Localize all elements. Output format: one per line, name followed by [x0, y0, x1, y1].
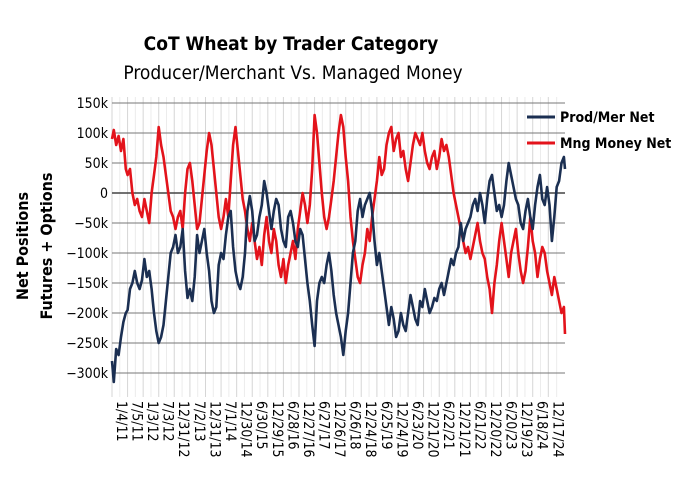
x-tick-label: 12/17/24 — [549, 401, 565, 458]
x-tick-label: 12/24/18 — [362, 401, 378, 458]
y-tick-label: −250k — [66, 336, 109, 352]
x-tick-label: 6/20/23 — [503, 401, 519, 450]
series-line-1 — [110, 113, 567, 335]
y-tick-label: −100k — [66, 246, 109, 262]
x-tick-label: 12/19/23 — [518, 401, 534, 458]
x-tick-label: 12/31/12 — [175, 401, 191, 458]
y-tick-label: −200k — [66, 306, 109, 322]
x-tick-label: 12/27/16 — [300, 401, 316, 458]
x-tick-label: 12/20/22 — [487, 401, 503, 458]
x-axis-ticks: 1/4/11 7/5/11 1/3/12 7/3/12 12/31/12 7/2/13 12… — [113, 401, 565, 458]
x-tick-label: 6/27/17 — [316, 401, 332, 450]
y-tick-label: 0 — [100, 186, 108, 202]
plot-area — [110, 113, 567, 384]
x-tick-label: 12/29/15 — [269, 401, 285, 458]
x-tick-label: 7/1/14 — [222, 401, 238, 442]
x-tick-label: 7/3/12 — [160, 401, 176, 442]
y-tick-label: 150k — [77, 96, 109, 112]
x-tick-label: 6/21/22 — [471, 401, 487, 450]
x-tick-label: 6/30/15 — [253, 401, 269, 450]
x-tick-label: 1/4/11 — [113, 401, 129, 442]
x-tick-label: 12/26/17 — [331, 401, 347, 458]
x-tick-label: 7/5/11 — [129, 401, 145, 442]
y-tick-label: −300k — [66, 366, 109, 382]
plot-background — [112, 97, 565, 397]
x-tick-label: 6/22/21 — [440, 401, 456, 450]
x-tick-label: 6/26/18 — [347, 401, 363, 450]
chart-title: CoT Wheat by Trader Category — [144, 33, 439, 55]
legend-label-1: Mng Money Net — [560, 136, 671, 152]
series-line-0 — [110, 155, 567, 384]
legend-label-0: Prod/Mer Net — [560, 110, 655, 126]
x-tick-label: 12/21/21 — [456, 401, 472, 458]
x-tick-label: 6/18/24 — [534, 401, 550, 450]
y-tick-label: −50k — [74, 216, 109, 232]
x-tick-label: 1/3/12 — [144, 401, 160, 442]
x-tick-label: 6/25/19 — [378, 401, 394, 450]
x-tick-label: 12/24/19 — [394, 401, 410, 458]
y-tick-label: 50k — [85, 156, 109, 172]
chart-subtitle: Producer/Merchant Vs. Managed Money — [123, 62, 462, 84]
y-axis-title-line1: Net Positions — [13, 192, 32, 300]
grid — [111, 97, 565, 397]
x-tick-label: 12/21/20 — [425, 401, 441, 458]
y-axis-title-line2: Futures + Options — [37, 173, 56, 320]
y-tick-label: −150k — [66, 276, 109, 292]
x-tick-label: 6/28/16 — [284, 401, 300, 450]
legend: Prod/Mer Net Mng Money Net — [527, 110, 671, 152]
y-axis-ticks: 150k 100k 50k 0 −50k −100k −150k −200k −250k −300… — [66, 96, 109, 382]
x-tick-label: 7/2/13 — [191, 401, 207, 442]
x-tick-label: 6/23/20 — [409, 401, 425, 450]
x-tick-label: 12/30/14 — [238, 401, 254, 458]
x-tick-label: 12/31/13 — [207, 401, 223, 458]
y-tick-label: 100k — [77, 126, 109, 142]
